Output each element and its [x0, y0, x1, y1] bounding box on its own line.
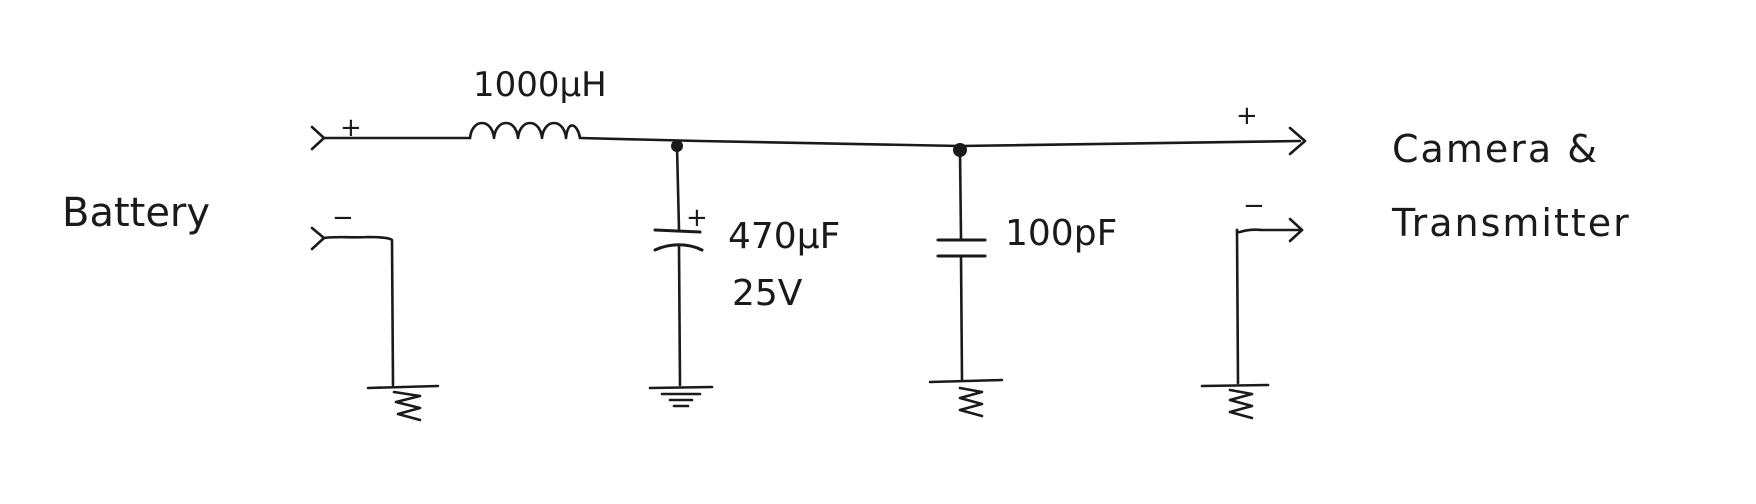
ground-symbol-battery: [366, 384, 440, 422]
cap2-value-label: 100pF: [1005, 213, 1117, 254]
output-plus-sign: +: [1236, 101, 1258, 131]
cap1-voltage-label: 25V: [732, 273, 803, 314]
ground-symbol-output: [1200, 383, 1270, 420]
ground-symbol-cap2: [928, 378, 1004, 418]
cap1-value-label: 470µF: [728, 216, 840, 257]
output-minus-sign: −: [1243, 191, 1265, 221]
capacitor-100pf: [936, 148, 987, 382]
ground-symbol-cap1: [648, 385, 714, 408]
battery-negative-terminal: −: [310, 203, 395, 387]
battery-plus-sign: +: [340, 113, 362, 143]
output-negative-arrow: −: [1235, 191, 1304, 385]
output-positive-arrow: +: [1236, 101, 1307, 156]
battery-minus-sign: −: [332, 203, 354, 233]
inductor-value-label: 1000µH: [473, 65, 607, 105]
battery-positive-terminal: +: [310, 113, 362, 151]
supply-wire-right: [578, 136, 1302, 148]
inductor-symbol: [468, 121, 582, 140]
battery-label: Battery: [62, 190, 210, 236]
output-label-line2: Transmitter: [1391, 201, 1631, 245]
cap1-plus-sign: +: [686, 203, 708, 233]
output-label-line1: Camera &: [1392, 127, 1599, 171]
capacitor-470uf: +: [653, 144, 708, 387]
